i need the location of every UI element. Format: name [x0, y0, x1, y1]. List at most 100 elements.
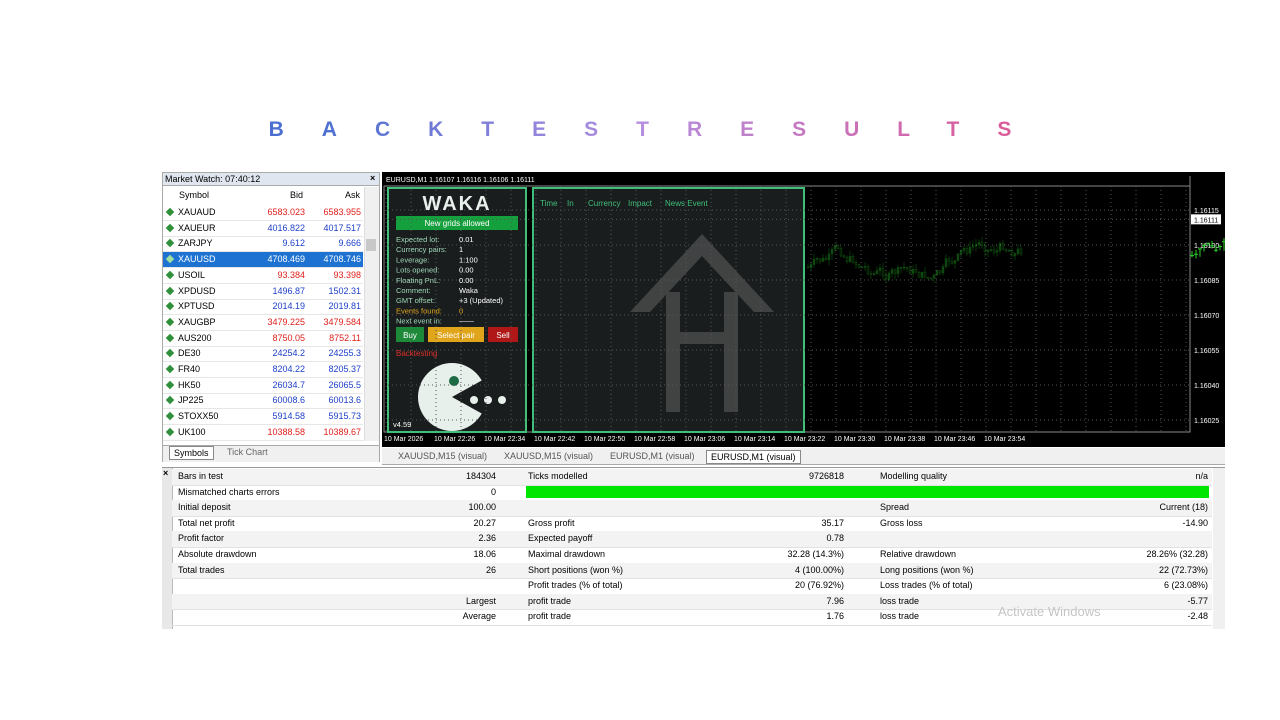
tab[interactable]: Symbols [169, 446, 214, 460]
close-button[interactable]: × [370, 173, 376, 183]
chart-tab[interactable]: XAUUSD,M15 (visual) [504, 451, 594, 461]
chart-tab[interactable]: EURUSD,M1 (visual) [610, 451, 695, 461]
symbol-row[interactable]: XPTUSD 2014.19 2019.81 [163, 299, 363, 316]
row-icon [165, 396, 175, 405]
candle-body [869, 273, 873, 275]
report-label: Modelling quality [880, 471, 948, 481]
candle-body [950, 260, 954, 264]
report-value: Current (18) [1159, 502, 1208, 513]
field-value: 0 [459, 306, 463, 315]
button-label: Buy [403, 331, 417, 340]
ask: 4017.517 [323, 222, 361, 233]
candle-body [932, 274, 936, 279]
ask: 4708.746 [323, 254, 361, 265]
symbol-row[interactable]: DE30 24254.2 24255.3 [163, 346, 363, 363]
row-icon [165, 349, 175, 358]
dot [484, 396, 492, 404]
modelling-quality-bar [526, 486, 1209, 498]
chart-tab[interactable]: EURUSD,M1 (visual) [706, 450, 801, 464]
dot [498, 396, 506, 404]
symbol: XPTUSD [178, 301, 215, 312]
report-row: Profit trades (% of total) 20 (76.92%) Los… [172, 578, 1212, 595]
symbol-row[interactable]: ZARJPY 9.612 9.666 [163, 236, 363, 253]
scrollbar[interactable] [1213, 468, 1225, 629]
bid: 6583.023 [267, 207, 305, 217]
header-bar [163, 173, 379, 186]
candle-body [917, 271, 921, 278]
symbol-row[interactable]: JP225 60008.6 60013.6 [163, 393, 363, 410]
field-label: Currency pairs: [396, 245, 447, 254]
ea-status: New grids allowed [425, 219, 490, 228]
symbol-row[interactable]: STOXX50 5914.58 5915.73 [163, 409, 363, 426]
report-label: profit trade [528, 611, 572, 622]
candle-body [911, 268, 915, 274]
candle-body [878, 267, 882, 271]
close-button[interactable]: × [163, 468, 169, 478]
symbol-row[interactable]: XPDUSD 1496.87 1502.31 [163, 284, 363, 300]
ask: 5915.73 [328, 411, 361, 422]
scroll-thumb[interactable] [366, 239, 376, 251]
tab[interactable]: Tick Chart [227, 447, 268, 457]
ask: 8205.37 [328, 364, 361, 374]
status-badge [396, 216, 518, 230]
candle-body [854, 261, 858, 265]
symbol-row[interactable]: XAUEUR 4016.822 4017.517 [163, 221, 363, 237]
report-value: 0.78 [826, 533, 844, 544]
symbol-row[interactable]: XAUGBP 3479.225 3479.584 [163, 315, 363, 331]
candle-body [806, 266, 810, 269]
chart-tab[interactable]: XAUUSD,M15 (visual) [398, 451, 488, 461]
ask: 93.398 [333, 269, 361, 280]
select-pair-button[interactable] [428, 327, 484, 342]
report-value: n/a [1195, 471, 1208, 481]
ask: 24255.3 [328, 348, 361, 359]
symbol-row[interactable]: XAUAUD 6583.023 6583.955 [163, 205, 363, 221]
price-label: 1.16040 [1194, 383, 1219, 390]
ask: 9.666 [338, 238, 361, 249]
field-label: Expected lot: [396, 235, 439, 244]
row-icon [165, 427, 175, 437]
ask: 3479.584 [323, 316, 361, 327]
price-label: 1.16085 [1194, 278, 1219, 285]
field-value: 0.00 [459, 276, 474, 285]
symbol-row[interactable]: HK50 26034.7 26065.5 [163, 378, 363, 394]
chart-canvas: EURUSD,M1 1.16107 1.16116 1.16106 1.1611… [382, 172, 1225, 443]
bid: 60008.6 [272, 395, 305, 406]
symbol-row[interactable]: AUS200 8750.05 8752.11 [163, 331, 363, 347]
candle-body [929, 277, 933, 280]
report-value: 100.00 [468, 502, 496, 513]
report-value: Average [462, 611, 496, 622]
field-label: Events found: [396, 306, 442, 315]
candle-body [809, 264, 813, 268]
row-icon [165, 364, 175, 374]
symbol-row-selected[interactable]: XAUUSD 4708.469 4708.746 [163, 252, 363, 269]
row-icon [165, 380, 175, 389]
bid: 4708.469 [267, 254, 305, 265]
symbol: STOXX50 [178, 411, 219, 422]
pacman-eye [449, 376, 459, 386]
symbol: DE30 [178, 348, 201, 359]
dot [470, 396, 478, 404]
time-label: 10 Mar 23:46 [934, 436, 975, 443]
report-label: Loss trades (% of total) [880, 580, 973, 591]
candle-body [908, 267, 912, 274]
ask: 1502.31 [328, 285, 361, 296]
symbol-row[interactable]: FR40 8204.22 8205.37 [163, 362, 363, 378]
candle-body [1016, 248, 1020, 254]
field-value: 1 [459, 245, 463, 254]
buy-button[interactable] [396, 327, 424, 342]
symbol-row[interactable]: UK100 10388.58 10389.67 [163, 425, 363, 441]
candle-body [902, 266, 906, 269]
tab-bar [163, 445, 379, 462]
report-value: 35.17 [821, 517, 844, 528]
field-value: 0.00 [459, 266, 474, 275]
row-icon [165, 223, 175, 232]
price-label: 1.16115 [1194, 208, 1219, 215]
candle-body [818, 258, 822, 262]
candle-body [830, 248, 834, 255]
candle-body [914, 268, 918, 273]
ask: 6583.955 [323, 207, 361, 217]
scrollbar[interactable] [364, 187, 379, 441]
news-column: Impact [628, 199, 653, 208]
symbol: FR40 [178, 364, 201, 374]
symbol-row[interactable]: USOIL 93.384 93.398 [163, 268, 363, 284]
